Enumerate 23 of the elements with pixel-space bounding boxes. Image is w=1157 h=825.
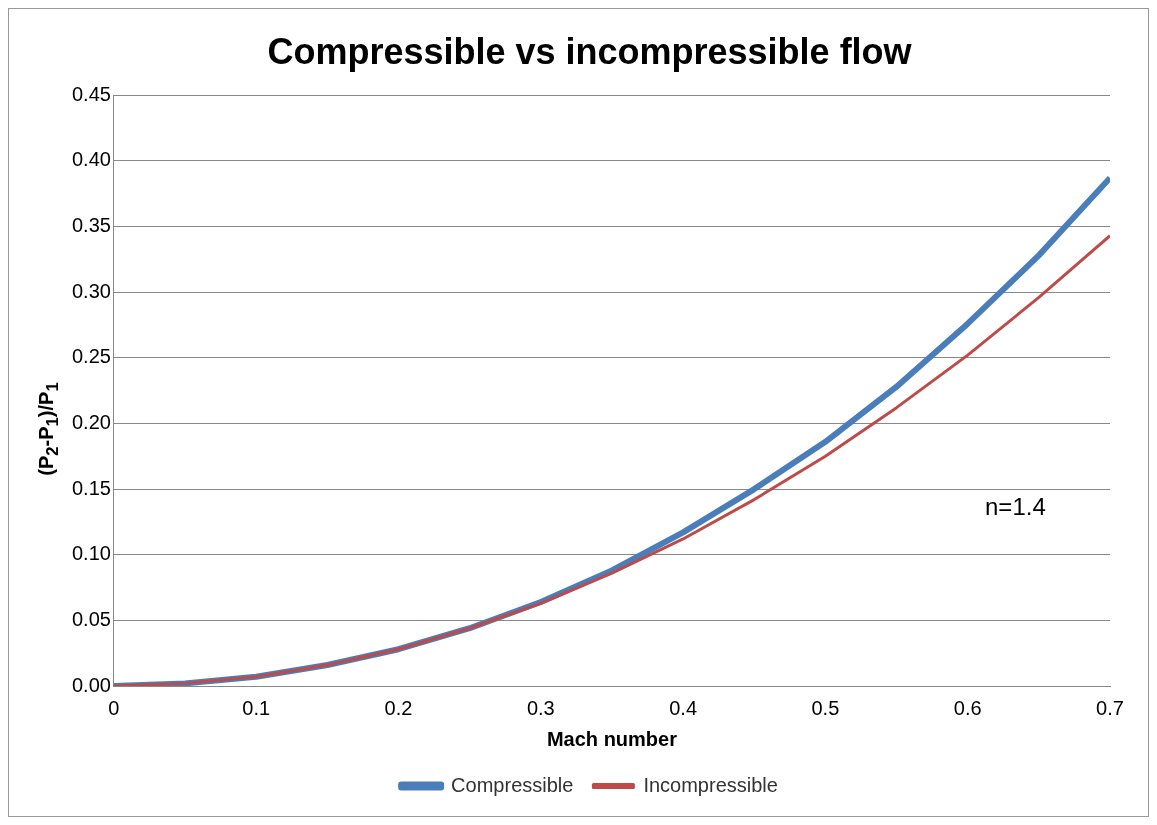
y-tick-label: 0.30 — [71, 279, 111, 302]
y-tick-label: 0.25 — [71, 345, 111, 368]
y-tick-label: 0.20 — [71, 410, 111, 433]
y-tick-label: 0.05 — [71, 607, 111, 630]
x-tick-label: 0.5 — [811, 696, 840, 719]
annotation: n=1.4 — [985, 493, 1046, 521]
y-tick-label: 0.40 — [71, 148, 111, 171]
x-tick-label: 0.1 — [242, 696, 271, 719]
y-tick-label: 0.15 — [71, 476, 111, 499]
x-tick-label: 0.7 — [1096, 696, 1124, 719]
y-tick-label: 0.10 — [71, 542, 111, 565]
x-tick-label: 0.4 — [669, 696, 698, 719]
x-tick-label: 0 — [108, 696, 120, 719]
x-axis-title: Mach number — [546, 727, 678, 750]
legend-label: Compressible — [451, 773, 574, 796]
chart-title: Compressible vs incompressible flow — [267, 30, 913, 72]
y-tick-label: 0.00 — [71, 673, 111, 696]
x-tick-label: 0.2 — [384, 696, 413, 719]
y-tick-label: 0.35 — [71, 214, 111, 236]
x-tick-label: 0.3 — [526, 696, 555, 719]
y-tick-label: 0.45 — [71, 82, 111, 105]
x-tick-label: 0.6 — [953, 696, 982, 719]
legend-label: Incompressible — [643, 773, 778, 796]
